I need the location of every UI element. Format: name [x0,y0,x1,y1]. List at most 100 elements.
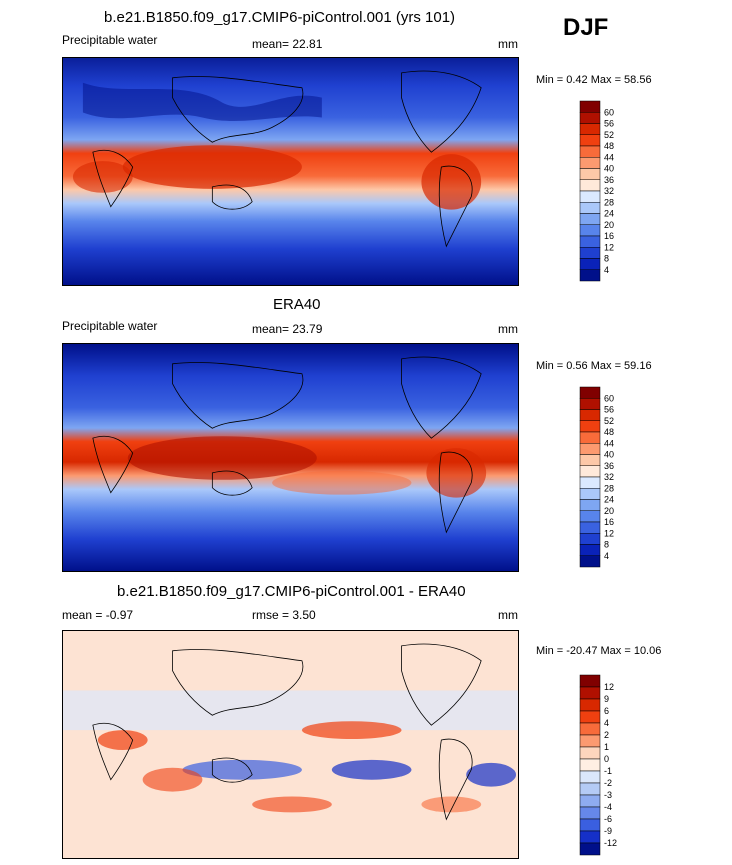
panel1-colorbar-label: 52 [604,130,614,140]
panel2-colorbar-label: 48 [604,427,614,437]
panel3-minmax: Min = -20.47 Max = 10.06 [536,645,662,657]
panel3-colorbar-label: 0 [604,754,609,764]
panel2-colorbar-label: 56 [604,405,614,415]
panel1-colorbar-swatch [579,168,601,180]
panel2-units: mm [498,322,518,336]
panel2-colorbar-label: 36 [604,461,614,471]
panel1-colorbar-label: 44 [604,152,614,162]
panel3-colorbar-label: 2 [604,730,609,740]
panel3-units: mm [498,608,518,622]
panel3-mean: mean = -0.97 [62,608,134,622]
panel2-colorbar-swatch [579,488,601,500]
panel2-mean: mean= 23.79 [252,322,323,336]
panel2-colorbar-label: 40 [604,450,614,460]
panel3-colorbar-swatch [579,818,601,832]
panel3-colorbar-label: -9 [604,826,612,836]
panel3-colorbar-swatch [579,734,601,748]
panel2-colorbar-swatch [579,465,601,478]
panel2-colorbar-label: 4 [604,551,609,561]
panel3-colorbar-swatch [579,722,601,736]
panel1-colorbar-label: 8 [604,254,609,264]
panel1-colorbar-label: 36 [604,175,614,185]
panel3-colorbar-label: 12 [604,682,614,692]
panel3-colorbar-swatch [579,830,601,844]
panel1-colorbar-label: 4 [604,265,609,275]
panel3-colorbar-swatch [579,794,601,808]
panel1-colorbar-label: 60 [604,107,614,117]
panel2-colorbar-label: 24 [604,495,614,505]
panel2-colorbar-swatch [579,386,601,399]
panel3-colorbar-swatch [579,842,601,856]
panel1-colorbar-label: 40 [604,164,614,174]
panel2-colorbar-swatch [579,533,601,545]
panel3-colorbar-label: -6 [604,814,612,824]
panel1-colorbar-swatch [579,179,601,192]
panel2-colorbar-swatch [579,544,601,556]
panel3-colorbar-svg: 12 9 6 4 2 1 0 -1 -2 -3 -4 -6 -9 -12 [579,674,617,856]
panel3-colorbar-label: -3 [604,790,612,800]
panel3-colorbar-swatch [579,746,601,760]
panel3-map [62,630,519,859]
panel3-colorbar-swatch [579,698,601,712]
panel2-colorbar-label: 32 [604,472,614,482]
panel1-colorbar-label: 24 [604,209,614,219]
panel1-units: mm [498,37,518,51]
panel1-colorbar-label: 32 [604,186,614,196]
panel1-colorbar-label: 16 [604,231,614,241]
panel1-colorbar-swatch [579,112,601,124]
panel3-colorbar-label: 1 [604,742,609,752]
panel2-colorbar-swatch [579,555,601,568]
panel1-colorbar-label: 28 [604,197,614,207]
panel3-colorbar-swatch [579,782,601,796]
panel2-minmax: Min = 0.56 Max = 59.16 [536,360,652,372]
panel3-colorbar: 12 9 6 4 2 1 0 -1 -2 -3 -4 -6 -9 -12 [579,674,617,856]
panel3-colorbar-swatch [579,686,601,700]
panel1-colorbar-swatch [579,190,601,203]
panel1-colorbar-swatch [579,224,601,237]
panel1-colorbar-swatch [579,145,601,158]
panel2-variable-label: Precipitable water [62,319,158,333]
panel2-colorbar-label: 20 [604,506,614,516]
panel3-field [63,631,518,858]
panel2-colorbar: 60 56 52 48 44 40 36 32 28 24 20 16 12 8 4 [579,386,614,568]
panel2-colorbar-label: 28 [604,483,614,493]
panel2-map [62,343,519,572]
panel2-colorbar-swatch [579,431,601,444]
panel1-colorbar-swatch [579,123,601,135]
panel1-colorbar-swatch [579,235,601,248]
panel3-rmse: rmse = 3.50 [252,608,316,622]
panel2-colorbar-swatch [579,510,601,523]
panel1-map [62,57,519,286]
panel3-colorbar-swatch [579,806,601,820]
panel1-colorbar-swatch [579,100,601,113]
panel2-colorbar-swatch [579,409,601,421]
panel1-colorbar-swatch [579,134,601,147]
panel2-colorbar-label: 16 [604,517,614,527]
panel2-colorbar-label: 8 [604,540,609,550]
panel1-colorbar-swatch [579,157,601,169]
panel2-colorbar-swatch [579,476,601,489]
panel2-colorbar-label: 60 [604,393,614,403]
panel3-colorbar-label: 6 [604,706,609,716]
season-label: DJF [563,14,609,41]
panel2-colorbar-swatch [579,454,601,466]
panel1-colorbar: 60 56 52 48 44 40 36 32 28 24 20 16 12 8 4 [579,100,614,282]
panel1-colorbar-swatch [579,269,601,282]
panel2-colorbar-swatch [579,521,601,534]
panel1-colorbar-label: 20 [604,220,614,230]
panel1-colorbar-swatch [579,213,601,225]
panel1-title: b.e21.B1850.f09_g17.CMIP6-piControl.001 … [104,9,456,26]
panel3-colorbar-label: -12 [604,838,617,848]
panel1-colorbar-swatch [579,258,601,270]
panel2-colorbar-label: 44 [604,438,614,448]
panel2-colorbar-swatch [579,420,601,433]
panel2-colorbar-label: 52 [604,416,614,426]
panel3-colorbar-label: 9 [604,694,609,704]
panel1-mean: mean= 22.81 [252,37,323,51]
panel3-title: b.e21.B1850.f09_g17.CMIP6-piControl.001 … [117,583,466,600]
panel3-colorbar-label: 4 [604,718,609,728]
panel3-colorbar-label: -2 [604,778,612,788]
panel3-colorbar-swatch [579,758,601,772]
